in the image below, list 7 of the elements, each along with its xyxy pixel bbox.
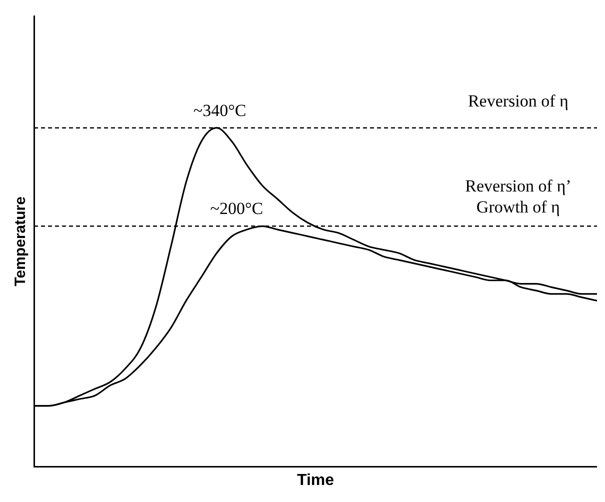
ref-line-label: ~340°C — [193, 100, 246, 120]
annotation: Reversion of η’ — [465, 176, 572, 196]
x-axis-title: Time — [296, 472, 334, 489]
ref-line-label: ~200°C — [210, 199, 264, 218]
annotation: Growth of η — [476, 198, 560, 217]
text: Reversion of η — [468, 91, 568, 110]
y-axis-title: Temperature — [12, 196, 30, 286]
